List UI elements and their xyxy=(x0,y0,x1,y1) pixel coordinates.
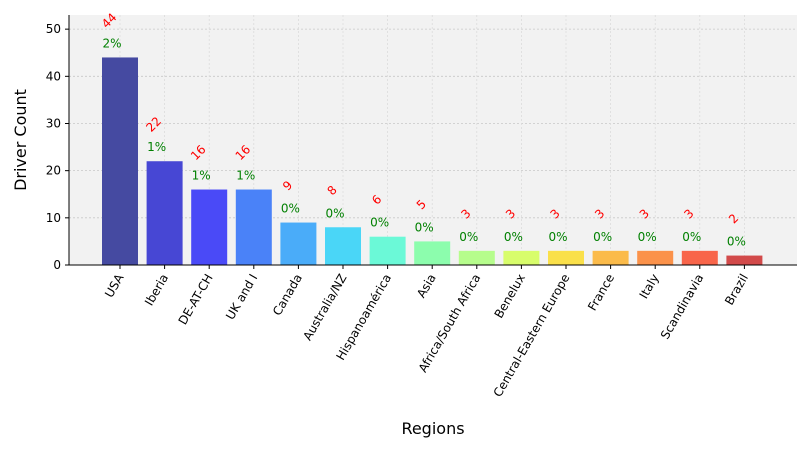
bar xyxy=(681,250,718,265)
percent-label: 0% xyxy=(593,230,612,244)
percent-label: 0% xyxy=(504,230,523,244)
y-tick-label: 0 xyxy=(53,258,61,272)
x-tick-label: UK and I xyxy=(223,272,260,323)
bar xyxy=(235,189,272,265)
bar xyxy=(637,250,674,265)
x-tick-label: France xyxy=(585,272,617,314)
bar xyxy=(503,250,540,265)
y-tick-label: 30 xyxy=(46,116,61,130)
x-tick-label: USA xyxy=(102,271,127,300)
percent-label: 1% xyxy=(236,169,255,183)
percent-label: 0% xyxy=(281,202,300,216)
bar xyxy=(369,236,406,265)
y-tick-label: 10 xyxy=(46,211,61,225)
x-tick-label: Brazil xyxy=(722,272,751,308)
x-tick-label: Asia xyxy=(414,272,439,301)
percent-label: 0% xyxy=(638,230,657,244)
bar xyxy=(458,250,495,265)
bars xyxy=(102,57,763,265)
x-tick-label: DE-AT-CH xyxy=(176,272,216,328)
percent-label: 2% xyxy=(102,36,121,50)
percent-label: 0% xyxy=(325,206,344,220)
bar xyxy=(280,222,317,265)
bar xyxy=(102,57,138,265)
y-axis-ticks: 0 10 20 30 40 50 xyxy=(46,22,69,272)
percent-label: 0% xyxy=(548,230,567,244)
x-axis-title: Regions xyxy=(401,419,464,438)
percent-label: 0% xyxy=(727,235,746,249)
percent-label: 0% xyxy=(459,230,478,244)
percent-label: 1% xyxy=(192,169,211,183)
x-tick-label: Central-Eastern Europe xyxy=(491,272,573,400)
bar xyxy=(414,241,451,265)
bar xyxy=(548,250,584,265)
bar xyxy=(726,255,763,265)
y-tick-label: 40 xyxy=(46,69,61,83)
percent-label: 1% xyxy=(147,140,166,154)
x-tick-label: Australia/NZ xyxy=(300,272,349,343)
x-tick-label: Scandinavia xyxy=(658,272,707,342)
percent-label: 0% xyxy=(370,216,389,230)
percent-label: 0% xyxy=(415,220,434,234)
percent-label: 0% xyxy=(682,230,701,244)
bar xyxy=(191,189,228,265)
x-tick-label: Iberia xyxy=(142,272,171,309)
x-tick-label: Italy xyxy=(637,272,662,302)
bar xyxy=(592,250,629,265)
plot-background xyxy=(69,15,797,265)
bar xyxy=(325,227,361,265)
x-tick-label: Canada xyxy=(270,272,305,319)
y-tick-label: 50 xyxy=(46,22,61,36)
x-tick-label: Benelux xyxy=(492,272,528,321)
y-axis-title: Driver Count xyxy=(11,89,30,191)
bar xyxy=(146,161,183,265)
y-tick-label: 20 xyxy=(46,164,61,178)
x-axis-ticks: USA Iberia DE-AT-CH UK and I CanadaAustralia… xyxy=(102,265,751,399)
